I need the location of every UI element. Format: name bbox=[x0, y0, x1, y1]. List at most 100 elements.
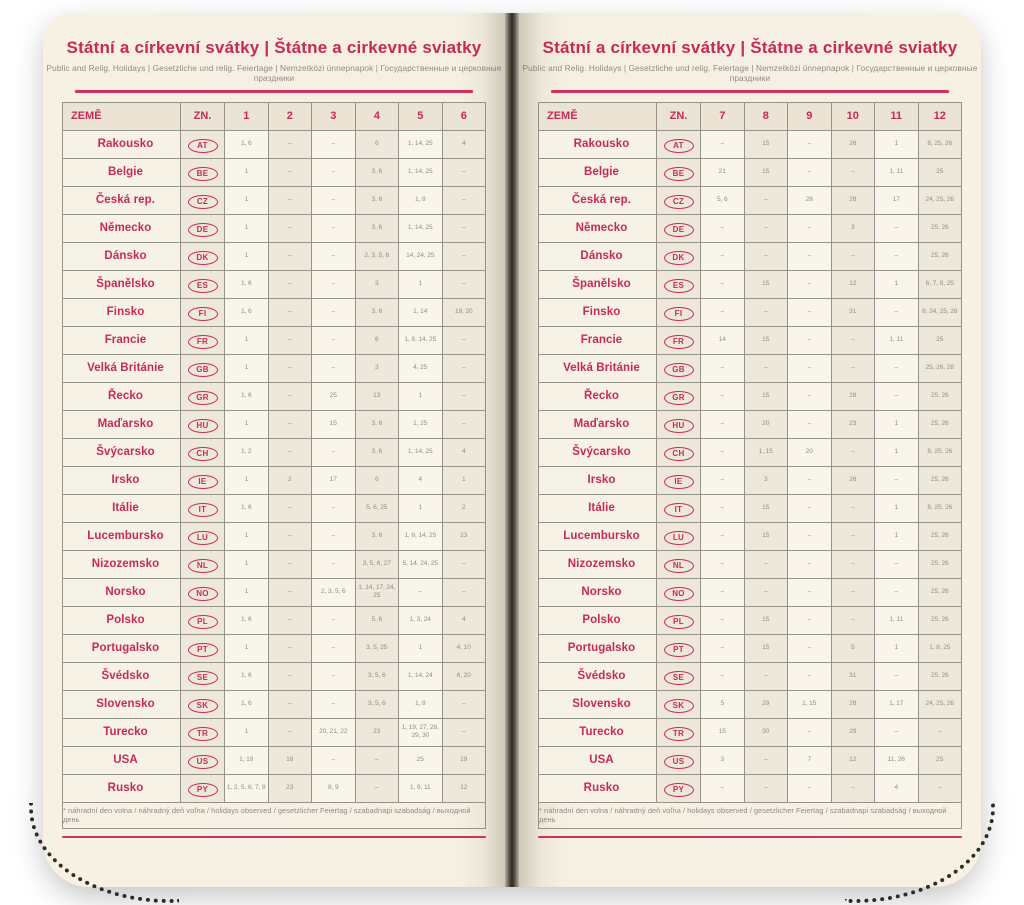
country-code-cell: BE bbox=[656, 157, 701, 187]
country-code-cell: DK bbox=[180, 241, 225, 271]
holiday-days-cell: 5, 6 bbox=[700, 185, 745, 215]
country-name: Itálie bbox=[62, 493, 181, 523]
holiday-days-cell: 25 bbox=[917, 745, 962, 775]
country-code-badge: IE bbox=[663, 475, 694, 489]
country-code-badge: HU bbox=[187, 419, 218, 433]
country-code-badge: CH bbox=[187, 447, 218, 461]
country-code-cell: FI bbox=[656, 297, 701, 327]
holiday-days-cell: – bbox=[830, 157, 875, 187]
holiday-days-cell: – bbox=[743, 773, 788, 803]
country-code-badge: BE bbox=[187, 167, 218, 181]
country-code-badge: SK bbox=[187, 699, 218, 713]
country-code-cell: CZ bbox=[180, 185, 225, 215]
holiday-days-cell: – bbox=[267, 633, 312, 663]
holiday-days-cell: 23 bbox=[830, 409, 875, 439]
holiday-days-cell: 3, 6 bbox=[354, 297, 399, 327]
holiday-days-cell: – bbox=[787, 129, 832, 159]
country-row: Belgie BE 21 15– –1, 11 25 bbox=[538, 157, 962, 187]
country-name: Dánsko bbox=[62, 241, 181, 271]
holiday-days-cell: 25, 26 bbox=[917, 577, 962, 607]
country-code-badge: CZ bbox=[663, 195, 694, 209]
holiday-days-cell: – bbox=[311, 493, 356, 523]
holiday-days-cell: 15 bbox=[743, 605, 788, 635]
holiday-days-cell: 25, 26 bbox=[917, 381, 962, 411]
country-code-cell: CH bbox=[180, 437, 225, 467]
country-name: USA bbox=[538, 745, 657, 775]
country-name: Velká Británie bbox=[538, 353, 657, 383]
country-code-badge: GR bbox=[187, 391, 218, 405]
holiday-days-cell: 15 bbox=[743, 493, 788, 523]
holiday-days-cell: – bbox=[441, 157, 486, 187]
country-code-badge: TR bbox=[187, 727, 218, 741]
country-name: Německo bbox=[62, 213, 181, 243]
holiday-days-cell: 5 bbox=[830, 633, 875, 663]
holiday-days-cell: 3 bbox=[743, 465, 788, 495]
holiday-days-cell: – bbox=[267, 437, 312, 467]
holiday-days-cell: – bbox=[267, 661, 312, 691]
holiday-days-cell: 3, 6 bbox=[354, 213, 399, 243]
country-row: Itálie IT –15– –1 8, 25, 26 bbox=[538, 493, 962, 523]
country-code-badge: AT bbox=[663, 139, 694, 153]
holiday-days-cell: 24, 25, 26 bbox=[917, 689, 962, 719]
holiday-days-cell: – bbox=[830, 437, 875, 467]
holiday-days-cell: 1 bbox=[874, 409, 919, 439]
country-name: Itálie bbox=[538, 493, 657, 523]
holiday-days-cell: 1, 2, 5, 6, 7, 8 bbox=[224, 773, 269, 803]
holiday-days-cell: – bbox=[787, 605, 832, 635]
country-name: Česká rep. bbox=[538, 185, 657, 215]
country-row: Polsko PL 1, 6– –5, 6 1, 3, 24 4 bbox=[62, 605, 486, 635]
holiday-days-cell: – bbox=[700, 633, 745, 663]
holiday-days-cell: – bbox=[311, 269, 356, 299]
holiday-days-cell: 1, 17 bbox=[874, 689, 919, 719]
holiday-days-cell: – bbox=[311, 633, 356, 663]
holiday-days-cell: – bbox=[787, 241, 832, 271]
country-row: Rakousko AT –15–26 1 8, 25, 26 bbox=[538, 129, 962, 159]
holiday-days-cell: 16 bbox=[267, 745, 312, 775]
country-code-badge: US bbox=[187, 755, 218, 769]
holiday-days-cell: – bbox=[267, 297, 312, 327]
holiday-days-cell: 25, 26 bbox=[917, 549, 962, 579]
holiday-days-cell: – bbox=[787, 493, 832, 523]
holiday-days-cell: – bbox=[787, 717, 832, 747]
country-row: Finsko FI – – –31–6, 24, 25, 26 bbox=[538, 297, 962, 327]
holiday-days-cell: 1, 11 bbox=[874, 325, 919, 355]
holiday-days-cell: – bbox=[917, 717, 962, 747]
holiday-days-cell: 25 bbox=[917, 157, 962, 187]
holiday-days-cell: – bbox=[441, 381, 486, 411]
country-row: Turecko TR 15 30–29– – bbox=[538, 717, 962, 747]
holiday-days-cell: 1 bbox=[874, 437, 919, 467]
holiday-days-cell: 1, 15 bbox=[787, 689, 832, 719]
footnote-box: * náhradní den volna / náhradný deň voľn… bbox=[538, 801, 962, 829]
country-code-cell: IT bbox=[180, 493, 225, 523]
country-row: Maďarsko HU 1–15 3, 6 1, 25– bbox=[62, 409, 486, 439]
country-code-badge: BE bbox=[663, 167, 694, 181]
holiday-days-cell: – bbox=[830, 549, 875, 579]
holiday-days-cell: 8, 25, 26 bbox=[917, 493, 962, 523]
holiday-days-cell: 1 bbox=[224, 465, 269, 495]
table-header-row: ZEMĚ ZN. 7 8 9 10 11 12 bbox=[538, 101, 962, 131]
holiday-days-cell: 15 bbox=[700, 717, 745, 747]
country-code-badge: US bbox=[663, 755, 694, 769]
country-name: Řecko bbox=[62, 381, 181, 411]
country-code-badge: GB bbox=[187, 363, 218, 377]
country-code-cell: ES bbox=[180, 269, 225, 299]
book-spine bbox=[505, 13, 519, 887]
country-name: Řecko bbox=[538, 381, 657, 411]
holiday-days-cell: – bbox=[874, 577, 919, 607]
holiday-days-cell: 24, 25, 26 bbox=[917, 185, 962, 215]
holiday-days-cell: – bbox=[311, 661, 356, 691]
holiday-days-cell: – bbox=[441, 353, 486, 383]
holiday-days-cell: – bbox=[700, 437, 745, 467]
holiday-days-cell: 1 bbox=[224, 241, 269, 271]
holiday-days-cell: 1 bbox=[224, 633, 269, 663]
country-code-cell: DK bbox=[656, 241, 701, 271]
header-divider-rule bbox=[75, 90, 473, 93]
holiday-days-cell: 1 bbox=[224, 549, 269, 579]
holiday-days-cell: 1 bbox=[224, 353, 269, 383]
country-code-badge: PY bbox=[663, 783, 694, 797]
country-name: Polsko bbox=[538, 605, 657, 635]
country-code-badge: IE bbox=[187, 475, 218, 489]
holiday-days-cell: – bbox=[311, 185, 356, 215]
holiday-days-cell: – bbox=[700, 549, 745, 579]
holiday-days-cell: 28 bbox=[830, 689, 875, 719]
